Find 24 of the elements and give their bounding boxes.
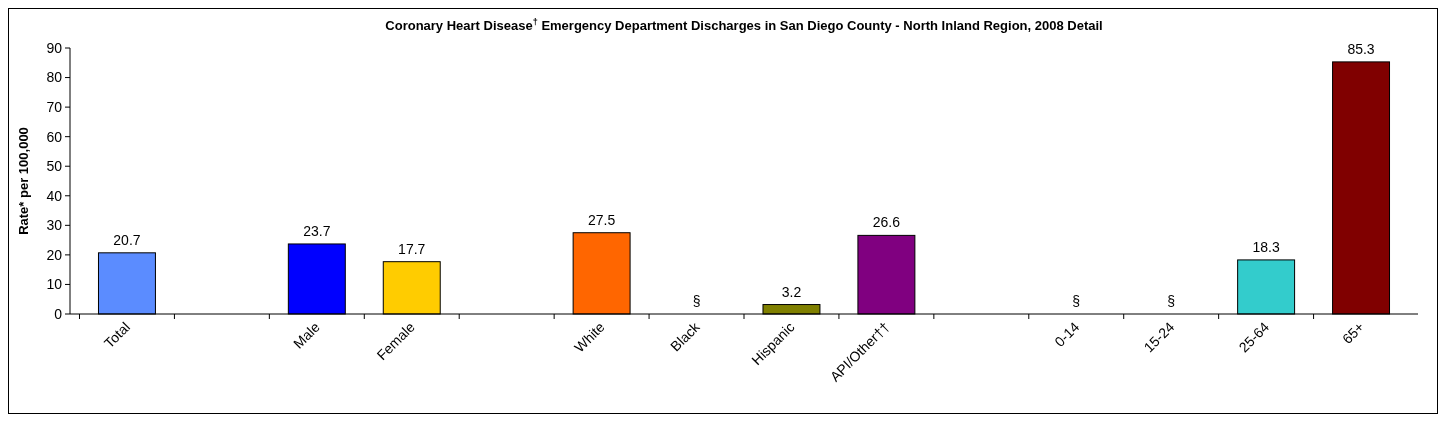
y-tick-label: 40 <box>46 187 63 204</box>
chart-title: Coronary Heart Disease$^{†}$ Emergency Department Discharges in San Diego County - North Inland Region, 2008 Detail <box>385 17 1103 33</box>
text: § <box>1072 293 1081 309</box>
y-tick-label: 70 <box>46 99 63 116</box>
data-label: 17.7 <box>398 240 426 257</box>
data-label: 26.6 <box>872 214 901 231</box>
y-tick-label: 90 <box>46 39 63 56</box>
data-label: 23.7 <box>303 222 331 239</box>
x-tick-label: 65+ <box>1339 318 1368 347</box>
text: § <box>1167 293 1176 309</box>
text: § <box>692 293 701 309</box>
y-tick-label: 50 <box>46 158 63 175</box>
y-tick-label: 30 <box>46 217 63 234</box>
data-label: 20.7 <box>113 231 141 248</box>
y-axis-title: Rate* per 100,000 <box>16 127 31 235</box>
y-tick-label: 0 <box>54 305 63 322</box>
data-label: 27.5 <box>587 211 616 228</box>
y-tick-label: 20 <box>46 246 63 263</box>
y-tick-label: 60 <box>46 128 63 145</box>
y-tick-label: 80 <box>46 69 63 86</box>
y-tick-label: 10 <box>46 276 63 293</box>
data-label: 85.3 <box>1347 40 1375 57</box>
data-label: 3.2 <box>781 283 802 300</box>
data-label: 18.3 <box>1252 238 1280 255</box>
